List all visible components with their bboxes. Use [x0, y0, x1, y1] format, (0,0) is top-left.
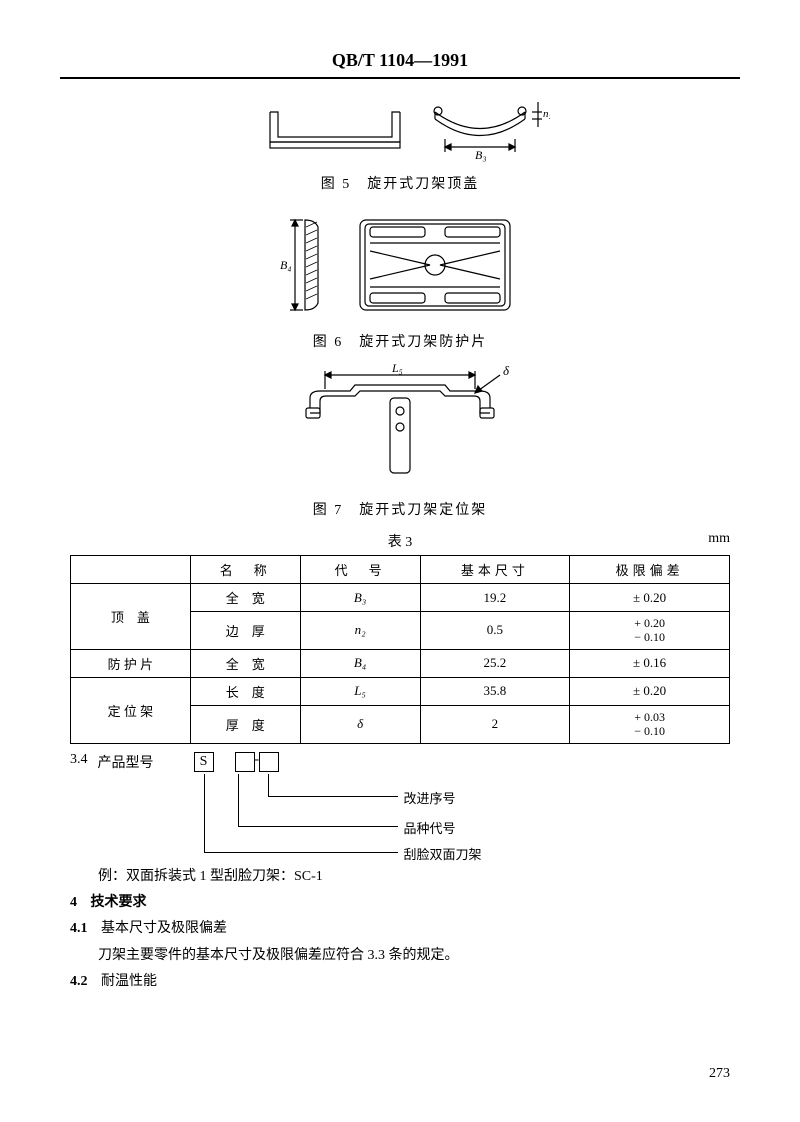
- figure-5-caption: 图 5 旋开式刀架顶盖: [0, 173, 800, 193]
- fig5-label-n2: n₂: [543, 108, 550, 120]
- table3: 名 称 代 号 基本尺寸 极限偏差 顶 盖 全 宽 B₃ 19.2 ± 0.20…: [70, 555, 730, 744]
- model-box-s: S: [194, 752, 214, 772]
- th-basic: 基本尺寸: [420, 556, 570, 584]
- cell-basic: 25.2: [420, 649, 570, 677]
- cell-name: 长 度: [190, 677, 300, 705]
- model-label-3: 刮脸双面刀架: [404, 844, 482, 863]
- cell-tol: + 0.03− 0.10: [570, 705, 730, 743]
- cell-tol: ± 0.16: [570, 649, 730, 677]
- sec-4-2-number: 4.2: [70, 974, 88, 989]
- cell-name: 全 宽: [190, 649, 300, 677]
- section-4-1: 4.1 基本尺寸及极限偏差: [70, 918, 730, 940]
- sec-4-2-title: 耐温性能: [101, 974, 157, 989]
- sec-3-4-example: 例：双面拆装式 1 型刮脸刀架：SC-1: [70, 866, 730, 888]
- table3-unit: mm: [708, 531, 730, 547]
- model-box-3: [259, 752, 279, 772]
- fig6-label-b4: B₄: [280, 258, 292, 272]
- cell-name: 边 厚: [190, 612, 300, 650]
- figure-6: B₄ 图 6 旋开式刀架防护片: [0, 205, 800, 351]
- cell-name: 厚 度: [190, 705, 300, 743]
- table-row: 定 位 架 长 度 L₅ 35.8 ± 0.20: [71, 677, 730, 705]
- cell-basic: 2: [420, 705, 570, 743]
- th-tol: 极限偏差: [570, 556, 730, 584]
- header-rule: [60, 77, 740, 79]
- cell-group: 定 位 架: [71, 677, 191, 743]
- cell-group: 防 护 片: [71, 649, 191, 677]
- cell-tol: ± 0.20: [570, 584, 730, 612]
- figure-7: L₅ δ 图 7 旋开式刀架定位架: [0, 363, 800, 519]
- table-row: 防 护 片 全 宽 B₄ 25.2 ± 0.16: [71, 649, 730, 677]
- table-row: 顶 盖 全 宽 B₃ 19.2 ± 0.20: [71, 584, 730, 612]
- cell-symbol: L₅: [300, 677, 420, 705]
- cell-group: 顶 盖: [71, 584, 191, 650]
- sec-4-title: 技术要求: [91, 895, 147, 910]
- sec-4-1-body: 刀架主要零件的基本尺寸及极限偏差应符合 3.3 条的规定。: [70, 945, 730, 967]
- cell-tol: ± 0.20: [570, 677, 730, 705]
- table-row: 名 称 代 号 基本尺寸 极限偏差: [71, 556, 730, 584]
- th-name: 名 称: [190, 556, 300, 584]
- th-blank: [71, 556, 191, 584]
- cell-basic: 0.5: [420, 612, 570, 650]
- figure-7-caption: 图 7 旋开式刀架定位架: [0, 499, 800, 519]
- figure-6-caption: 图 6 旋开式刀架防护片: [0, 331, 800, 351]
- model-label-1: 改进序号: [404, 788, 456, 807]
- cell-tol: + 0.20− 0.10: [570, 612, 730, 650]
- section-4: 4 技术要求: [70, 892, 730, 914]
- sec-4-1-number: 4.1: [70, 921, 88, 936]
- cell-symbol: δ: [300, 705, 420, 743]
- section-4-2: 4.2 耐温性能: [70, 971, 730, 993]
- model-label-2: 品种代号: [404, 818, 456, 837]
- sec-4-number: 4: [70, 895, 77, 910]
- cell-name: 全 宽: [190, 584, 300, 612]
- section-3-4: 3.4 产品型号 S - 改进序号 品种代号 刮脸双面刀架: [70, 752, 730, 862]
- table3-label: 表 3: [388, 531, 413, 551]
- th-symbol: 代 号: [300, 556, 420, 584]
- fig7-label-l5: L₅: [391, 363, 403, 375]
- cell-basic: 19.2: [420, 584, 570, 612]
- fig7-label-delta: δ: [503, 363, 510, 378]
- sec-3-4-number: 3.4: [70, 752, 88, 768]
- figure-5: B₃ n₂ 图 5 旋开式刀架顶盖: [0, 97, 800, 193]
- cell-symbol: B₄: [300, 649, 420, 677]
- cell-symbol: n₂: [300, 612, 420, 650]
- sec-3-4-title: 产品型号: [98, 752, 154, 772]
- page-number: 273: [709, 1066, 730, 1082]
- standard-code: QB/T 1104—1991: [0, 50, 800, 77]
- cell-basic: 35.8: [420, 677, 570, 705]
- table3-header-row: 表 3 mm: [70, 531, 730, 551]
- model-number-diagram: S - 改进序号 品种代号 刮脸双面刀架: [194, 752, 594, 862]
- model-box-2: [235, 752, 255, 772]
- sec-4-1-title: 基本尺寸及极限偏差: [101, 921, 227, 936]
- cell-symbol: B₃: [300, 584, 420, 612]
- fig5-label-b3: B₃: [475, 148, 487, 162]
